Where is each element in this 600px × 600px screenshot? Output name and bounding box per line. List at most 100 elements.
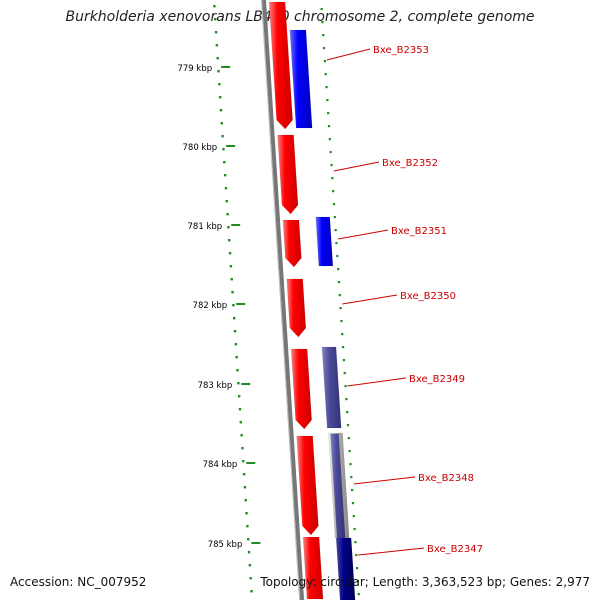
ruler-dot (247, 551, 251, 554)
topology-label: Topology: circular; Length: 3,363,523 bp… (260, 575, 590, 589)
feature-dot (330, 164, 333, 167)
feature-dot (346, 411, 349, 414)
map-title: Burkholderia xenovorans LB400 chromosome… (65, 9, 535, 25)
gene-leader-line (326, 48, 371, 61)
feature-dot (334, 229, 337, 232)
ruler-dot (216, 57, 219, 60)
feature-dot (324, 73, 327, 76)
gene-label[interactable]: Bxe_B2350 (400, 291, 456, 302)
gene-label[interactable]: Bxe_B2352 (382, 158, 438, 169)
gene-label[interactable]: Bxe_B2351 (391, 226, 447, 237)
gene-label[interactable]: Bxe_B2349 (409, 374, 465, 385)
ruler-dot (233, 317, 236, 320)
feature-dot (327, 125, 331, 128)
feature-dot (356, 567, 359, 570)
feature-dot (337, 281, 341, 284)
ruler-dot (241, 447, 244, 450)
gene-leader-line (338, 229, 389, 240)
ruler-dot (219, 109, 223, 112)
ruler-dot (234, 343, 238, 346)
ruler-dot (218, 96, 222, 99)
ruler-label: 780 kbp (183, 143, 218, 153)
feature-dot (357, 593, 360, 596)
ruler-label: 785 kbp (208, 540, 243, 550)
gene-label[interactable]: Bxe_B2347 (427, 544, 483, 555)
feature-dot (322, 34, 325, 37)
feature-dot (339, 307, 342, 310)
ruler-dot (215, 44, 219, 47)
gene-leader-line (347, 377, 407, 387)
feature-dot (348, 450, 351, 453)
ruler-dot (237, 382, 240, 385)
ruler-dot (242, 460, 245, 463)
feature-dot (328, 138, 331, 141)
ruler-dot (235, 356, 238, 359)
feature-dot (338, 294, 341, 297)
ruler-dot (242, 473, 246, 476)
ruler-dot (226, 213, 229, 216)
ruler-dot (223, 174, 227, 177)
ruler-label: 784 kbp (203, 460, 238, 470)
feature-dot (344, 385, 347, 388)
gene-arrow (277, 134, 299, 215)
feature-dot (354, 541, 357, 544)
ruler-dot (248, 564, 252, 567)
feature-dot (356, 580, 360, 583)
feature-dot (350, 476, 353, 479)
gene-leader-line (333, 161, 380, 172)
ruler-dot (224, 187, 228, 190)
feature-dot (322, 47, 326, 50)
feature-dot (341, 333, 344, 336)
feature-dot (335, 242, 338, 245)
ruler-label: 783 kbp (198, 381, 233, 391)
feature-dot (332, 203, 336, 206)
gene-label[interactable]: Bxe_B2353 (373, 45, 429, 56)
ruler-dot (236, 369, 239, 372)
ruler-label: 779 kbp (177, 64, 212, 74)
backbone-layer (261, 0, 305, 600)
ruler-dot (240, 434, 243, 437)
feature-dot (320, 8, 323, 11)
ruler-dot (228, 239, 231, 242)
ruler-dot (232, 304, 235, 307)
feature-dot (331, 177, 334, 180)
ruler-dot (238, 408, 242, 411)
gene-label[interactable]: Bxe_B2348 (418, 473, 474, 484)
feature-dot (355, 554, 358, 557)
ruler-dot (228, 252, 232, 255)
ruler-dot (221, 135, 224, 138)
feature-dot (353, 528, 356, 531)
feature-bar-navy (335, 537, 356, 600)
ruler-dot (218, 83, 221, 86)
ruler-dot (225, 200, 228, 203)
ruler-dot (233, 330, 237, 333)
feature-dot (321, 21, 324, 24)
ruler-dot (229, 265, 233, 268)
feature-dot (332, 190, 335, 193)
gene-leader-line (342, 294, 398, 305)
ruler-dot (249, 577, 252, 580)
ruler-dot (230, 278, 233, 281)
feature-bar-slate (321, 346, 342, 429)
ruler-dot (214, 18, 217, 21)
gene-leader-line (358, 547, 425, 556)
ruler-dot (250, 590, 253, 593)
feature-dot (340, 320, 343, 323)
feature-dot (349, 463, 352, 466)
feature-dot (326, 99, 329, 102)
feature-bar-blue (289, 29, 313, 129)
feature-dot (342, 359, 345, 362)
ruler-dot (214, 31, 218, 34)
ruler-dot (244, 499, 247, 502)
feature-dot (337, 268, 340, 271)
ruler-dot (237, 395, 241, 398)
feature-dot (345, 398, 348, 401)
feature-dot (329, 151, 332, 154)
ruler-dot (217, 70, 220, 73)
ruler-dot (223, 161, 226, 164)
ruler-dot (246, 525, 249, 528)
ruler-dot (247, 538, 250, 541)
feature-dot (343, 372, 346, 375)
feature-bar-blue (315, 216, 334, 267)
feature-dot (333, 216, 336, 219)
